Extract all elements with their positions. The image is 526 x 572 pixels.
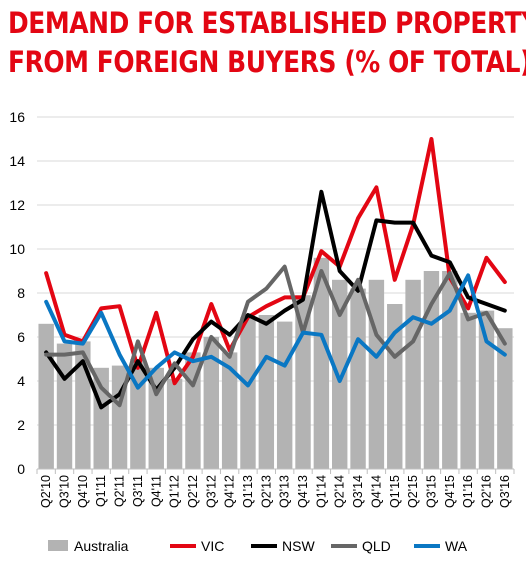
bar-australia-q2-15 [405,279,421,469]
x-tick-label-q2-12: Q2'12 [186,475,200,508]
y-tick-label-0: 0 [17,461,25,477]
bar-australia-q1-11 [93,367,109,469]
legend-label-australia: Australia [74,538,129,554]
bar-australia-q3-12 [203,337,219,469]
y-tick-label-2: 2 [17,417,25,433]
legend-item-wa: WA [414,538,468,554]
y-tick-label-4: 4 [17,373,25,389]
x-tick-label-q3-15: Q3'15 [424,475,438,508]
bar-australia-q2-16 [478,310,495,469]
x-tick-label-q3-11: Q3'11 [131,475,145,507]
x-tick-label-q2-11: Q2'11 [113,475,127,507]
bar-australia-q4-15 [442,271,458,469]
line-series-group [44,137,507,410]
y-tick-label-10: 10 [9,241,25,257]
bar-australia-q4-14 [368,279,385,469]
chart-title-line-1: DEMAND FOR ESTABLISHED PROPERTY [8,6,526,40]
legend: Australia VIC NSW QLD WA [48,538,468,554]
x-tick-label-q4-10: Q4'10 [76,475,90,508]
legend-label-wa: WA [445,538,468,554]
legend-item-qld: QLD [331,538,391,554]
x-tick-label-q4-14: Q4'14 [369,475,383,508]
x-tick-label-q1-13: Q1'13 [241,475,255,508]
axes: 0 2 4 6 8 10 12 14 16 Q2'10 Q3'10 Q4'10 Q1'11 Q2'11 Q3… [9,109,515,508]
x-tick-label-q3-14: Q3'14 [351,475,365,508]
bar-australia-q4-12 [221,352,238,469]
x-tick-label-q3-13: Q3'13 [278,475,292,508]
legend-swatch-australia [48,540,68,551]
y-tick-label-6: 6 [17,329,25,345]
chart-title-line-2: FROM FOREIGN BUYERS (% OF TOTAL) [8,45,526,79]
bar-australia-q3-13 [276,321,293,469]
line-wa [44,273,507,390]
legend-item-nsw: NSW [251,538,315,554]
bar-australia-q1-14 [313,257,330,469]
bar-australia-q3-16 [497,328,513,469]
bar-australia-q3-10 [56,343,73,469]
x-tick-label-q2-16: Q2'16 [479,475,493,508]
x-tick-label-q4-13: Q4'13 [296,475,310,508]
bar-australia-q2-13 [258,315,275,469]
x-tick-label-q2-13: Q2'13 [259,475,273,508]
y-tick-label-8: 8 [17,285,25,301]
bar-australia-q4-11 [148,367,164,469]
legend-label-qld: QLD [362,538,391,554]
x-tick-label-q1-15: Q1'15 [388,475,402,508]
line-qld [44,264,507,408]
y-tick-label-16: 16 [9,109,25,125]
legend-label-nsw: NSW [282,538,315,554]
x-tick-label-q2-10: Q2'10 [39,475,53,508]
x-tick-label-q3-10: Q3'10 [58,475,72,508]
bar-australia-q1-12 [166,378,183,469]
x-tick-label-q3-16: Q3'16 [498,475,512,508]
bar-australia-q1-15 [387,304,403,469]
x-tick-label-q1-16: Q1'16 [461,475,475,508]
y-tick-label-14: 14 [9,153,25,169]
bar-australia-q2-14 [332,279,348,469]
x-tick-label-q2-14: Q2'14 [333,475,347,508]
chart-title: DEMAND FOR ESTABLISHED PROPERTY FROM FOR… [8,4,526,82]
x-tick-label-q1-11: Q1'11 [94,475,108,507]
x-tick-label-q4-15: Q4'15 [443,475,457,508]
bar-australia-q3-11 [130,359,146,469]
line-vic [44,137,507,386]
legend-item-vic: VIC [170,538,224,554]
x-tick-label-q4-12: Q4'12 [223,475,237,508]
bar-australia-q1-13 [240,317,256,469]
x-tick-label-q4-11: Q4'11 [149,475,163,507]
bar-australia-q1-16 [460,312,476,469]
x-tick-label-q2-15: Q2'15 [406,475,420,508]
bar-australia-q2-10 [38,323,54,469]
legend-item-australia: Australia [48,538,129,554]
x-tick-label-q1-12: Q1'12 [168,475,182,508]
bar-australia-q3-14 [350,288,366,469]
x-tick-label-q3-12: Q3'12 [204,475,218,508]
legend-label-vic: VIC [201,538,224,554]
y-tick-label-12: 12 [9,197,25,213]
x-tick-label-q1-14: Q1'14 [314,475,328,508]
